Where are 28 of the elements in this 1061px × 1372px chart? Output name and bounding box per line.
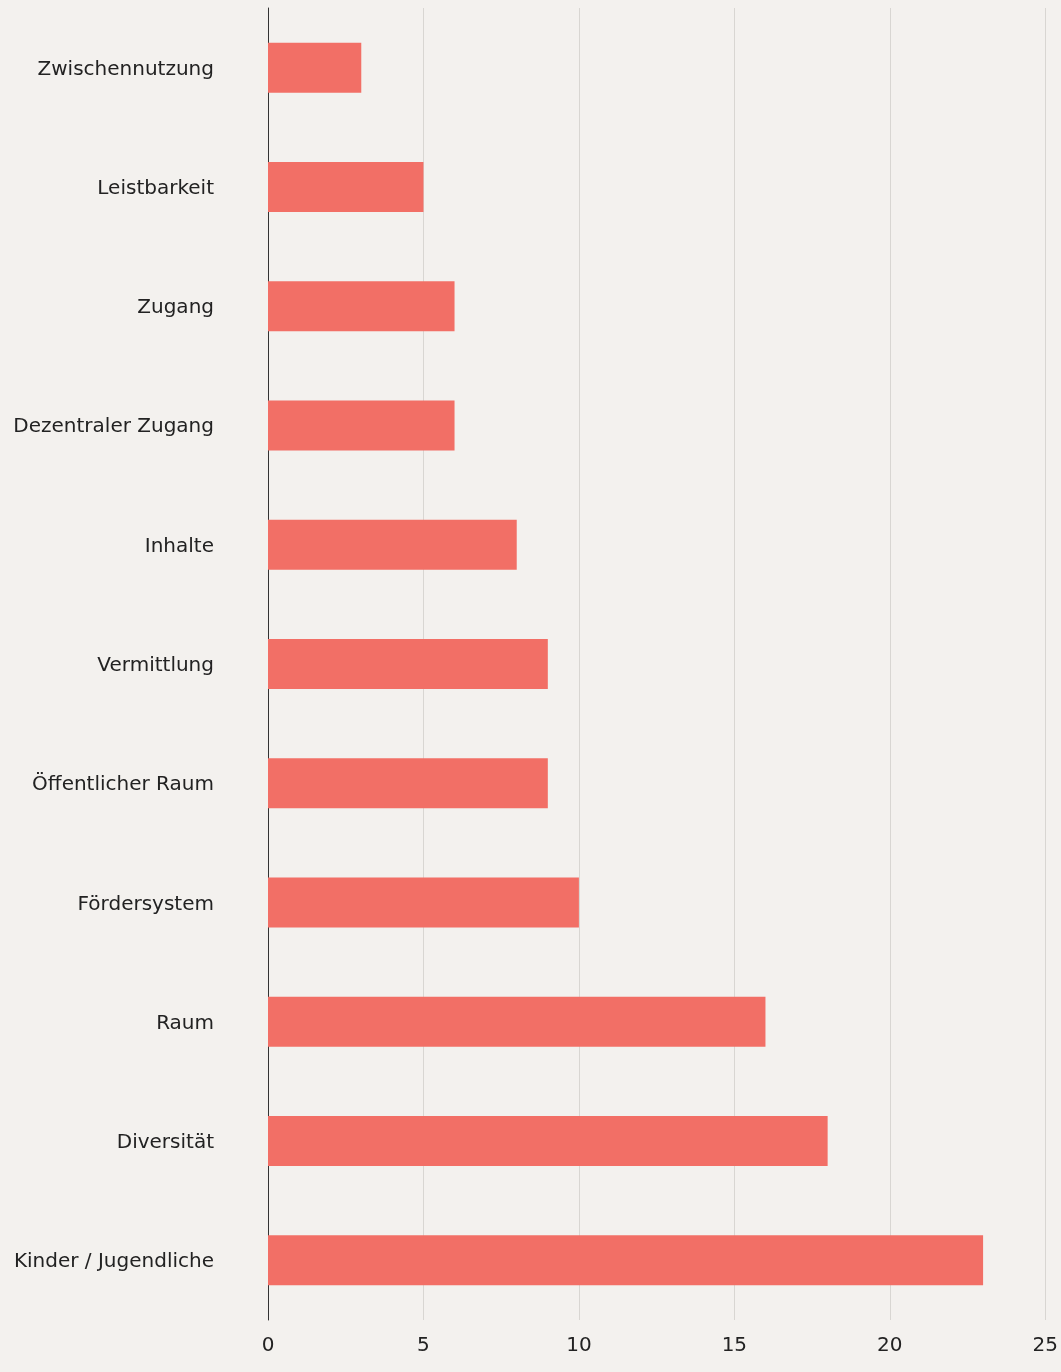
bar bbox=[268, 1116, 828, 1167]
bar bbox=[268, 758, 548, 809]
x-tick-label: 25 bbox=[1032, 1332, 1058, 1356]
x-tick-label: 20 bbox=[877, 1332, 903, 1356]
bar bbox=[268, 1235, 984, 1286]
y-tick-label: Kinder / Jugendliche bbox=[13, 1248, 214, 1273]
bar bbox=[268, 639, 548, 689]
bar bbox=[268, 877, 579, 928]
bar bbox=[268, 519, 517, 570]
bar bbox=[268, 281, 455, 332]
x-tick-label: 15 bbox=[721, 1332, 748, 1356]
y-tick-label: Raum bbox=[156, 1009, 214, 1034]
bar bbox=[268, 161, 424, 212]
y-tick-label: Zwischennutzung bbox=[37, 55, 214, 80]
bar bbox=[268, 996, 766, 1047]
y-tick-label: Inhalte bbox=[144, 532, 214, 557]
x-tick-label: 10 bbox=[566, 1332, 592, 1356]
y-tick-label: Diversität bbox=[116, 1129, 215, 1154]
bar bbox=[268, 42, 362, 93]
y-tick-label: Fördersystem bbox=[77, 890, 214, 915]
y-tick-label: Dezentraler Zugang bbox=[13, 413, 214, 438]
x-tick-label: 0 bbox=[261, 1332, 275, 1356]
y-tick-label: Vermittlung bbox=[97, 652, 214, 676]
y-tick-label: Zugang bbox=[137, 294, 214, 319]
y-tick-label: Leistbarkeit bbox=[97, 174, 215, 199]
y-tick-label: Öffentlicher Raum bbox=[32, 771, 214, 796]
bar bbox=[268, 400, 455, 451]
x-tick-label: 5 bbox=[417, 1332, 430, 1356]
